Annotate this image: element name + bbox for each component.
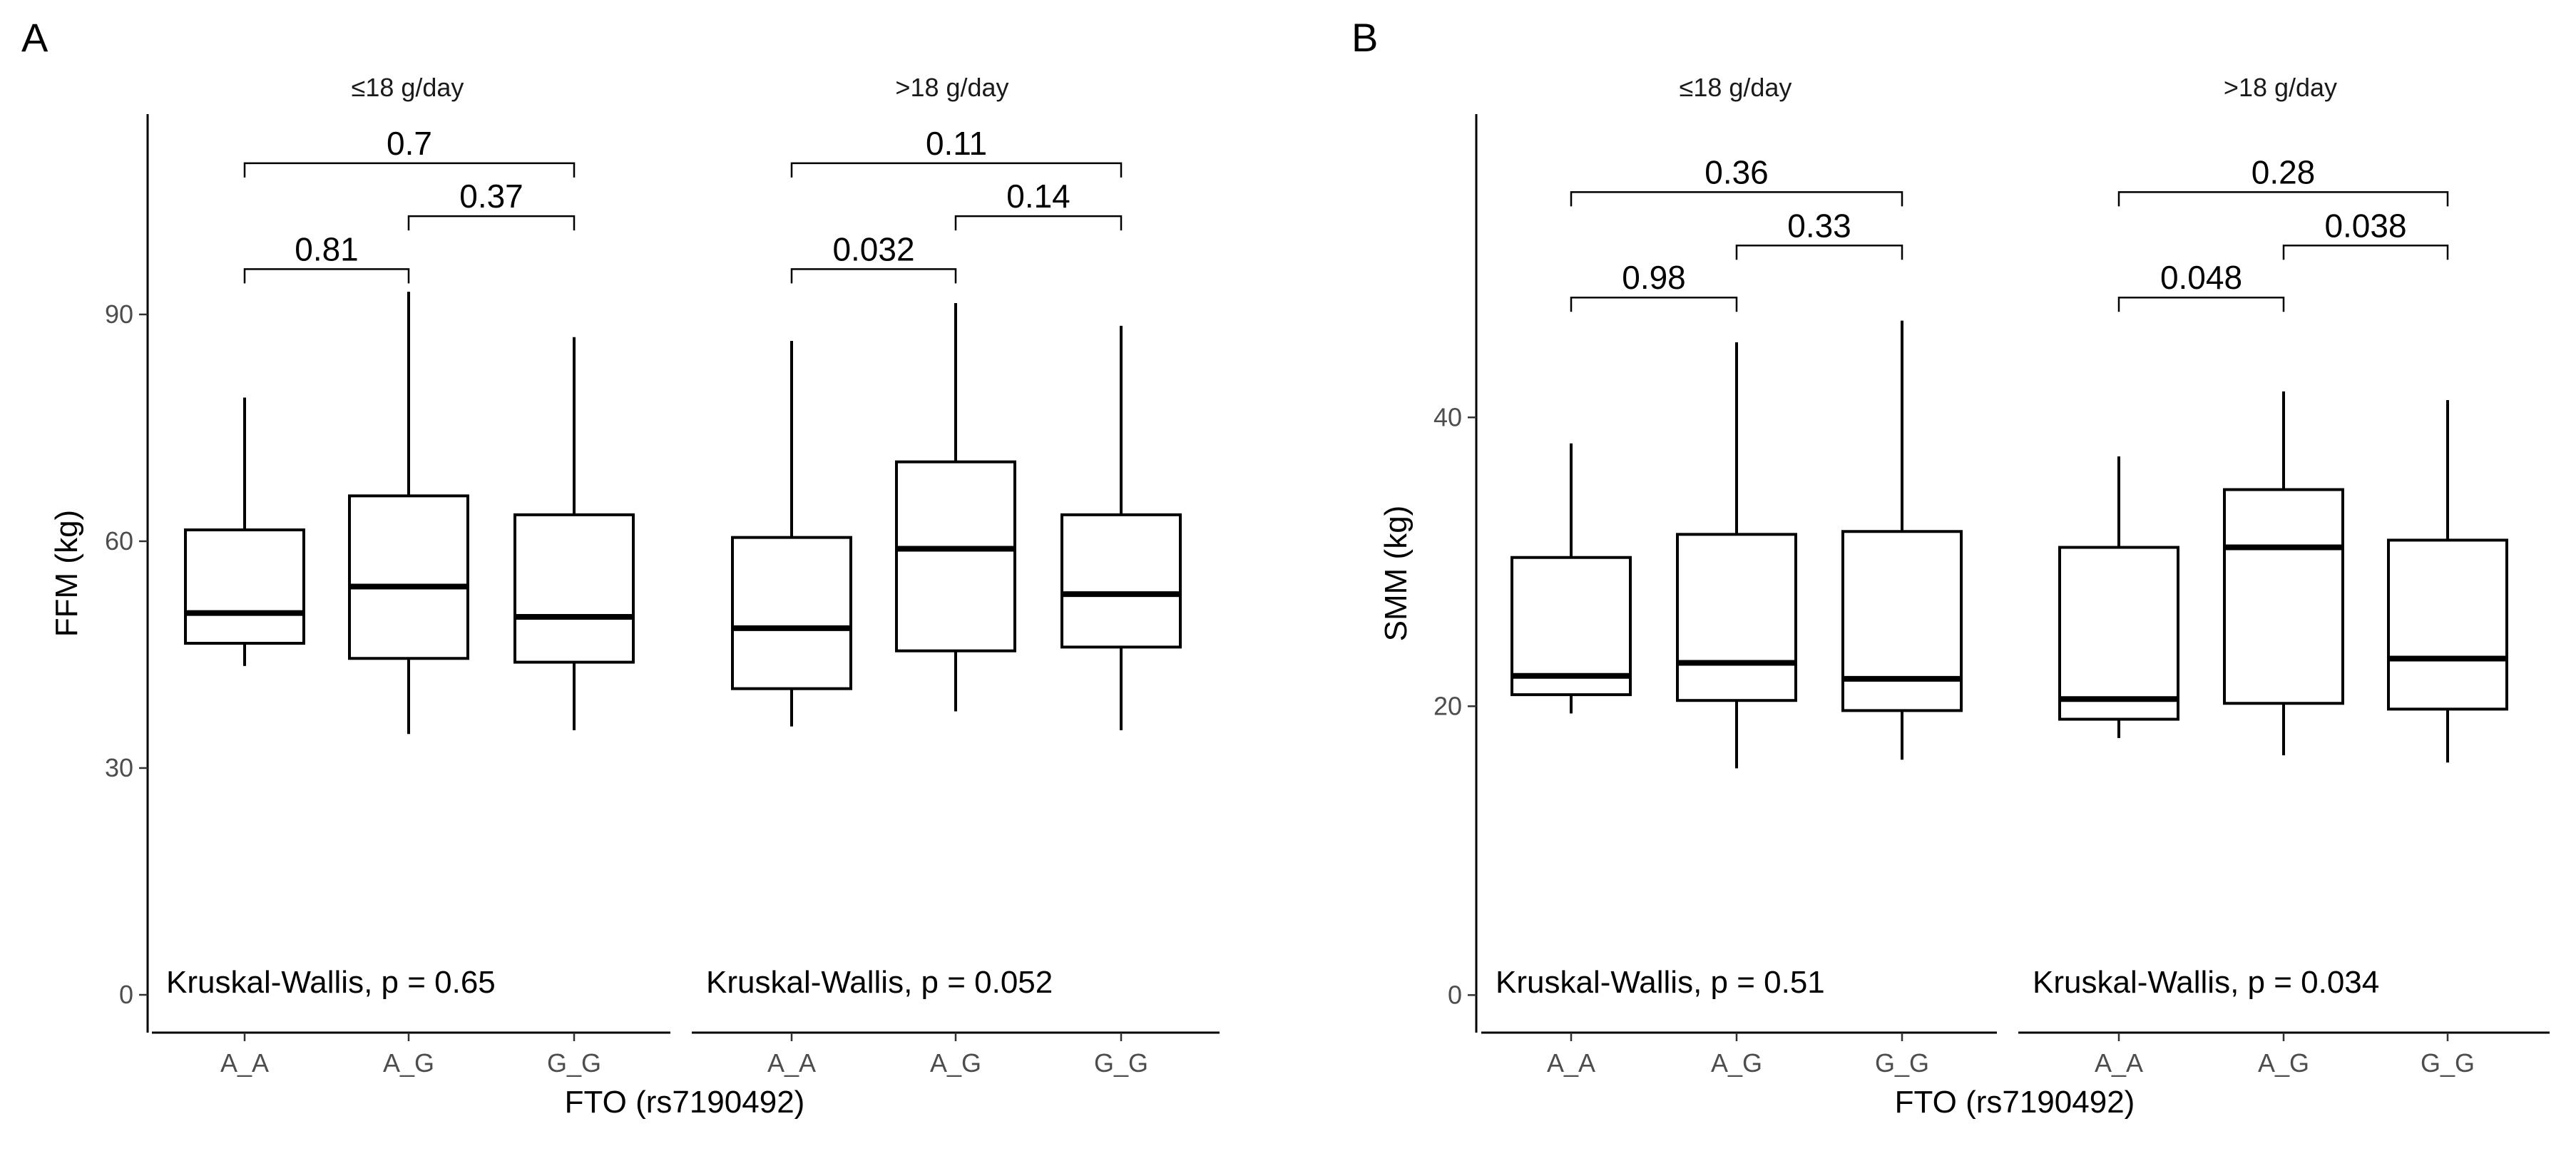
comparison-p-value: 0.7	[387, 125, 432, 162]
x-tick-label: A_G	[2258, 1048, 2309, 1078]
comparison-bracket	[790, 162, 1123, 178]
panel-letter: A	[21, 15, 48, 60]
box-a-a	[1511, 443, 1632, 714]
comparison-p-value: 0.36	[1704, 153, 1769, 190]
box-g-g	[1060, 325, 1182, 730]
box-g-g	[2387, 399, 2508, 763]
comparison-p-value: 0.038	[2324, 207, 2406, 244]
box-iqr	[2058, 546, 2179, 721]
x-tick-label: G_G	[1875, 1048, 1929, 1078]
facet-2: >18 g/day A_A A_G G_G 0.032 0.14 0.11 Kruskal-W…	[692, 73, 1220, 1078]
panel-b: B 0 20 40 SMM (kg) FTO (rs7190492) ≤18 g/day A_…	[1351, 15, 2550, 1120]
x-tick-label: A_G	[930, 1048, 981, 1078]
x-axis-title: FTO (rs7190492)	[565, 1085, 805, 1120]
comparison-bracket	[2117, 191, 2449, 207]
y-tick-label: 0	[1448, 980, 1462, 1009]
box-a-a	[184, 397, 305, 666]
comparison-bracket	[243, 162, 576, 178]
kruskal-wallis-label: Kruskal-Wallis, p = 0.65	[166, 965, 496, 1000]
comparison-p-value: 0.81	[295, 230, 359, 267]
comparison-p-value: 0.37	[459, 178, 523, 215]
box-a-g	[348, 292, 469, 735]
comparison-p-value: 0.032	[832, 230, 914, 267]
y-tick-label: 20	[1433, 691, 1462, 720]
comparison-p-value: 0.28	[2252, 153, 2316, 190]
x-tick-label: G_G	[2421, 1048, 2475, 1078]
box-a-g	[895, 303, 1016, 712]
comparison-bracket	[1570, 191, 1903, 207]
y-tick-label: 30	[105, 753, 133, 782]
y-tick-label: 40	[1433, 402, 1462, 431]
box-a-a	[731, 341, 852, 727]
y-tick-label: 60	[105, 526, 133, 556]
x-axis-title: FTO (rs7190492)	[1895, 1085, 2135, 1120]
y-axis-title: SMM (kg)	[1379, 506, 1414, 642]
comparison-bracket	[1735, 245, 1903, 260]
facet-strip-label: >18 g/day	[2224, 73, 2337, 102]
box-a-g	[1676, 342, 1797, 769]
kruskal-wallis-label: Kruskal-Wallis, p = 0.034	[2033, 965, 2379, 1000]
x-tick-label: A_G	[383, 1048, 434, 1078]
panel-letter: B	[1351, 15, 1378, 60]
box-iqr	[731, 536, 852, 690]
box-a-g	[2223, 391, 2344, 756]
facet-strip-label: ≤18 g/day	[352, 73, 464, 102]
box-iqr	[348, 494, 469, 660]
comparison-p-value: 0.98	[1622, 259, 1686, 296]
x-tick-label: G_G	[547, 1048, 601, 1078]
comparison-bracket	[790, 268, 957, 284]
box-iqr	[2223, 488, 2344, 705]
x-tick-label: A_A	[220, 1048, 269, 1078]
x-tick-label: A_A	[1547, 1048, 1595, 1078]
comparison-bracket	[954, 215, 1123, 231]
box-iqr	[2387, 538, 2508, 711]
facet-1: ≤18 g/day A_A A_G G_G 0.98 0.33 0.36 Kruskal-Wa…	[1481, 73, 1997, 1078]
y-tick-label: 90	[105, 300, 133, 329]
box-g-g	[513, 337, 635, 730]
box-iqr	[1676, 533, 1797, 702]
panel-a: A 0 30 60 90 FFM (kg) FTO (rs7190492) ≤18 g/day…	[21, 15, 1220, 1120]
kruskal-wallis-label: Kruskal-Wallis, p = 0.052	[706, 965, 1053, 1000]
x-tick-label: G_G	[1094, 1048, 1148, 1078]
comparison-p-value: 0.33	[1787, 207, 1851, 244]
facet-strip-label: >18 g/day	[895, 73, 1008, 102]
facet-strip-label: ≤18 g/day	[1680, 73, 1792, 102]
box-a-a	[2058, 456, 2179, 738]
comparison-p-value: 0.14	[1006, 178, 1070, 215]
comparison-bracket	[2117, 296, 2285, 312]
x-tick-label: A_G	[1711, 1048, 1762, 1078]
box-iqr	[184, 528, 305, 645]
y-axis-title: FFM (kg)	[49, 510, 84, 637]
x-tick-label: A_A	[2095, 1048, 2143, 1078]
comparison-bracket	[1570, 296, 1738, 312]
box-iqr	[513, 513, 635, 664]
box-iqr	[1060, 513, 1182, 649]
comparison-p-value: 0.048	[2160, 259, 2242, 296]
box-g-g	[1841, 320, 1963, 760]
comparison-bracket	[2282, 245, 2449, 260]
comparison-p-value: 0.11	[926, 125, 987, 162]
box-iqr	[895, 460, 1016, 653]
x-tick-label: A_A	[767, 1048, 816, 1078]
facet-1: ≤18 g/day A_A A_G G_G 0.81 0.37 0.7 Kruskal-Wal…	[152, 73, 670, 1078]
comparison-bracket	[407, 215, 576, 231]
box-iqr	[1841, 530, 1963, 712]
y-tick-label: 0	[119, 980, 133, 1009]
comparison-bracket	[243, 268, 410, 284]
kruskal-wallis-label: Kruskal-Wallis, p = 0.51	[1496, 965, 1825, 1000]
box-iqr	[1511, 556, 1632, 697]
